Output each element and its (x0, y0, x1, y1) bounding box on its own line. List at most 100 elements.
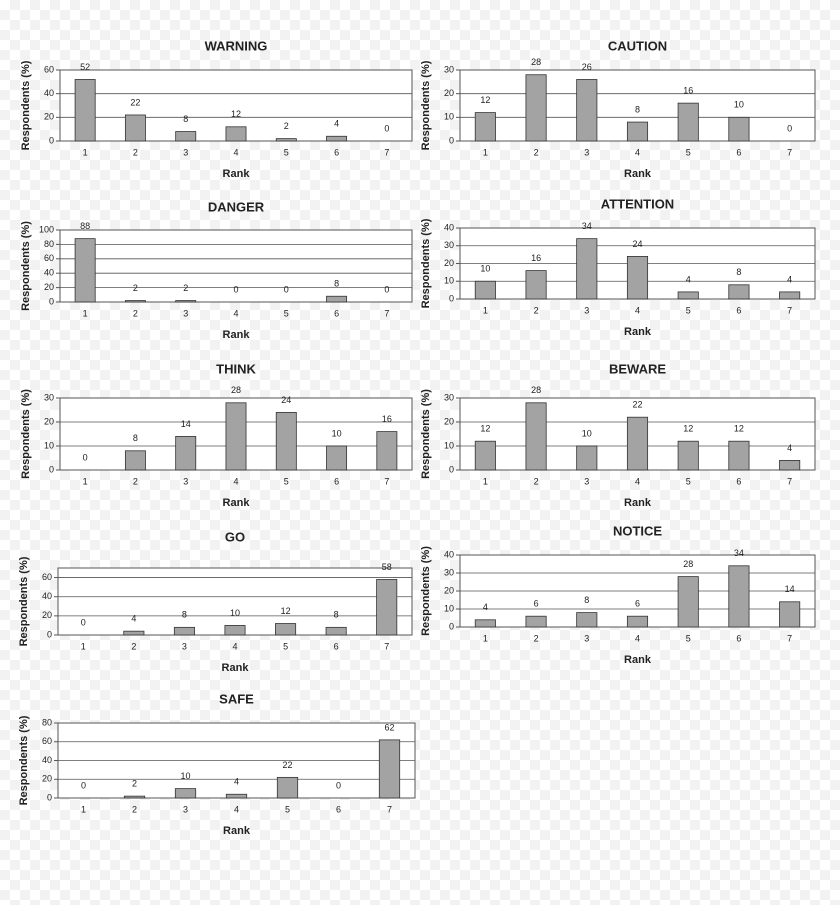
x-tick-label: 5 (686, 305, 691, 315)
x-tick-label: 1 (483, 305, 488, 315)
x-tick-label: 3 (183, 476, 188, 486)
data-label: 6 (635, 599, 640, 609)
data-label: 2 (183, 283, 188, 293)
data-label: 0 (284, 284, 289, 294)
bar (677, 576, 699, 628)
bar (174, 788, 197, 799)
bar (123, 795, 146, 799)
data-label: 10 (230, 608, 240, 618)
x-tick-label: 1 (83, 476, 88, 486)
y-tick-label: 20 (444, 88, 454, 98)
data-label: 24 (632, 239, 642, 249)
bar (326, 135, 348, 142)
x-tick-label: 1 (483, 476, 488, 486)
y-tick-label: 10 (444, 112, 454, 122)
data-label: 6 (534, 599, 539, 609)
bar (525, 270, 547, 300)
data-label: 4 (686, 274, 691, 284)
bar (474, 280, 496, 300)
bar (576, 612, 598, 628)
bar (325, 626, 347, 636)
x-tick-label: 4 (233, 147, 238, 157)
y-tick-label: 40 (444, 222, 454, 232)
y-tick-label: 20 (44, 112, 54, 122)
y-tick-label: 40 (42, 591, 52, 601)
y-tick-label: 20 (42, 774, 52, 784)
y-tick-label: 30 (444, 567, 454, 577)
data-label: 16 (683, 86, 693, 96)
data-label: 8 (635, 104, 640, 114)
data-label: 12 (480, 424, 490, 434)
data-label: 2 (284, 121, 289, 131)
x-tick-label: 5 (284, 147, 289, 157)
bar (378, 739, 401, 799)
bar (474, 440, 496, 471)
data-label: 22 (130, 97, 140, 107)
y-tick-label: 10 (444, 603, 454, 613)
bar (474, 619, 496, 628)
data-label: 8 (736, 267, 741, 277)
bar (275, 623, 297, 636)
data-label: 0 (233, 284, 238, 294)
x-tick-label: 5 (686, 147, 691, 157)
x-tick-label: 3 (584, 633, 589, 643)
chart-title: NOTICE (613, 523, 662, 538)
x-tick-label: 7 (384, 308, 389, 318)
x-tick-label: 1 (81, 804, 86, 814)
x-tick-label: 7 (787, 147, 792, 157)
bar (74, 238, 96, 303)
x-tick-label: 4 (635, 633, 640, 643)
data-label: 22 (632, 400, 642, 410)
data-label: 88 (80, 221, 90, 231)
bar (376, 579, 398, 636)
y-tick-label: 10 (444, 440, 454, 450)
y-axis-label: Respondents (%) (20, 389, 32, 479)
data-label: 14 (181, 419, 191, 429)
chart-title: ATTENTION (601, 196, 674, 211)
x-tick-label: 1 (83, 147, 88, 157)
y-tick-label: 60 (42, 572, 52, 582)
y-axis-label: Respondents (%) (420, 389, 432, 479)
x-axis-label: Rank (624, 497, 652, 509)
x-tick-label: 2 (131, 641, 136, 651)
x-tick-label: 7 (787, 476, 792, 486)
chart-title: DANGER (208, 199, 265, 214)
bar (576, 79, 598, 142)
y-axis-label: Respondents (%) (420, 546, 432, 636)
x-axis-label: Rank (624, 168, 652, 180)
bar (576, 238, 598, 300)
bar (175, 131, 197, 142)
data-label: 24 (281, 395, 291, 405)
bar (525, 74, 547, 142)
x-tick-label: 2 (534, 305, 539, 315)
y-tick-label: 40 (42, 755, 52, 765)
bar (626, 255, 649, 300)
bar (326, 445, 348, 471)
y-tick-label: 20 (44, 416, 54, 426)
bar (74, 79, 96, 142)
data-label: 34 (582, 221, 592, 231)
bar (173, 626, 195, 636)
chart-title: SAFE (219, 691, 254, 706)
x-tick-label: 4 (232, 641, 237, 651)
data-label: 62 (384, 722, 394, 732)
bar (124, 114, 146, 142)
x-tick-label: 6 (336, 804, 341, 814)
bar (626, 121, 649, 142)
bar (124, 450, 146, 471)
y-tick-label: 20 (42, 610, 52, 620)
data-label: 2 (132, 779, 137, 789)
data-label: 22 (282, 760, 292, 770)
x-tick-label: 7 (384, 147, 389, 157)
y-tick-label: 0 (449, 293, 454, 303)
x-axis-label: Rank (624, 654, 652, 666)
data-label: 28 (531, 385, 541, 395)
x-tick-label: 1 (81, 641, 86, 651)
chart-title: BEWARE (609, 361, 666, 376)
bar (576, 445, 598, 471)
data-label: 8 (334, 279, 339, 289)
y-axis-label: Respondents (%) (420, 218, 432, 308)
bar (728, 565, 750, 628)
chart-panel: GO Rank Respondents (%) 0 20 40 60 0 1 4 2 8 3 10 4 12 5… (18, 529, 413, 674)
